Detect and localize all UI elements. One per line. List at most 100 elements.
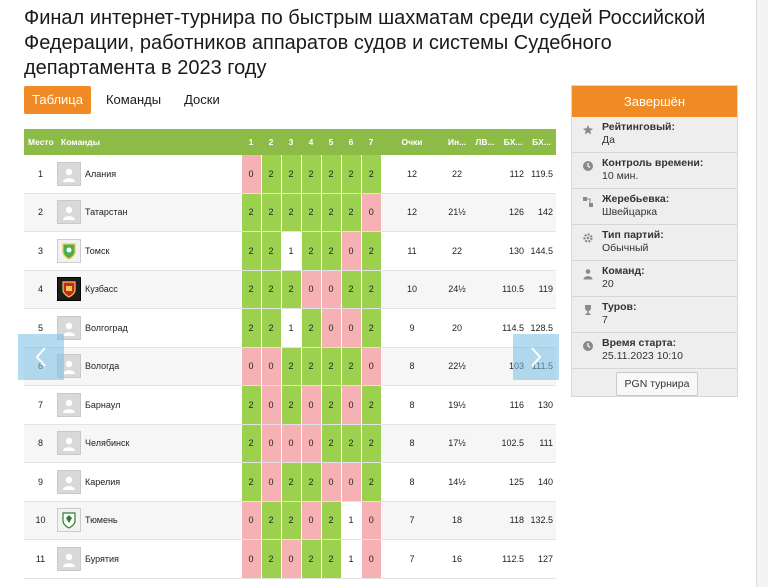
round-result-cell[interactable]: 2 (320, 347, 341, 386)
round-result-cell[interactable]: 2 (300, 539, 321, 579)
round-result-cell[interactable]: 2 (280, 155, 301, 194)
col-header-round-2[interactable]: 2 (261, 129, 281, 155)
round-result-cell[interactable]: 0 (260, 462, 281, 502)
round-result-cell[interactable]: 0 (360, 347, 381, 386)
round-result-cell[interactable]: 2 (260, 270, 281, 309)
round-result-cell[interactable]: 2 (300, 308, 321, 348)
round-result-cell[interactable]: 0 (300, 385, 321, 425)
team-name[interactable]: Карелия (85, 476, 121, 487)
round-result-cell[interactable]: 1 (280, 231, 301, 271)
round-result-cell[interactable]: 0 (280, 424, 301, 463)
table-row[interactable]: 8 Челябинск 2 0 0 0 2 2 2 8 17½ 102.5 111 (24, 424, 556, 463)
table-row[interactable]: 4 Кузбасс 2 2 2 0 0 2 2 10 24½ 110.5 119 (24, 270, 556, 309)
round-result-cell[interactable]: 0 (360, 539, 381, 579)
round-result-cell[interactable]: 2 (300, 231, 321, 271)
pgn-download-button[interactable]: PGN турнира (616, 372, 698, 396)
table-row[interactable]: 10 Тюмень 0 2 2 0 2 1 0 7 18 118 132.5 (24, 501, 556, 540)
col-header-lv[interactable]: ЛВ... (471, 129, 499, 155)
team-name[interactable]: Кузбасс (85, 284, 118, 295)
table-row[interactable]: 1 Алания 0 2 2 2 2 2 2 12 22 112 119.5 (24, 155, 556, 194)
col-header-round-6[interactable]: 6 (341, 129, 361, 155)
round-result-cell[interactable]: 2 (260, 308, 281, 348)
team-cell[interactable]: Барнаул (57, 385, 241, 425)
team-name[interactable]: Тюмень (85, 515, 118, 526)
round-result-cell[interactable]: 0 (360, 501, 381, 540)
round-result-cell[interactable]: 2 (360, 424, 381, 463)
table-row[interactable]: 7 Барнаул 2 0 2 0 2 0 2 8 19½ 116 130 (24, 385, 556, 425)
round-result-cell[interactable]: 2 (260, 231, 281, 271)
round-result-cell[interactable]: 0 (320, 462, 341, 502)
team-name[interactable]: Алания (85, 168, 117, 179)
round-result-cell[interactable]: 2 (320, 539, 341, 579)
round-result-cell[interactable]: 2 (360, 385, 381, 425)
team-cell[interactable]: Тюмень (57, 501, 241, 540)
col-header-round-3[interactable]: 3 (281, 129, 301, 155)
round-result-cell[interactable]: 0 (340, 462, 361, 502)
round-result-cell[interactable]: 2 (280, 347, 301, 386)
col-header-round-1[interactable]: 1 (241, 129, 261, 155)
round-result-cell[interactable]: 2 (240, 231, 261, 271)
round-result-cell[interactable]: 2 (280, 501, 301, 540)
team-name[interactable]: Барнаул (85, 399, 121, 410)
tab-boards[interactable]: Доски (184, 92, 220, 107)
team-cell[interactable]: Томск (57, 231, 241, 271)
round-result-cell[interactable]: 0 (340, 308, 361, 348)
round-result-cell[interactable]: 0 (300, 424, 321, 463)
col-header-round-4[interactable]: 4 (301, 129, 321, 155)
round-result-cell[interactable]: 1 (340, 539, 361, 579)
round-result-cell[interactable]: 2 (240, 385, 261, 425)
team-cell[interactable]: Вологда (57, 347, 241, 386)
col-header-place[interactable]: Место (24, 129, 57, 155)
round-result-cell[interactable]: 2 (360, 270, 381, 309)
round-result-cell[interactable]: 2 (300, 462, 321, 502)
table-row[interactable]: 3 Томск 2 2 1 2 2 0 2 11 22 130 144.5 (24, 231, 556, 271)
round-result-cell[interactable]: 2 (300, 347, 321, 386)
round-result-cell[interactable]: 2 (300, 193, 321, 232)
team-cell[interactable]: Кузбасс (57, 270, 241, 309)
round-result-cell[interactable]: 0 (260, 424, 281, 463)
round-result-cell[interactable]: 1 (280, 308, 301, 348)
table-row[interactable]: 9 Карелия 2 0 2 2 0 0 2 8 14½ 125 140 (24, 462, 556, 502)
round-result-cell[interactable]: 2 (360, 231, 381, 271)
round-result-cell[interactable]: 0 (240, 501, 261, 540)
round-result-cell[interactable]: 2 (280, 385, 301, 425)
round-result-cell[interactable]: 0 (340, 385, 361, 425)
round-result-cell[interactable]: 2 (360, 462, 381, 502)
round-result-cell[interactable]: 0 (280, 539, 301, 579)
round-result-cell[interactable]: 2 (320, 424, 341, 463)
round-result-cell[interactable]: 2 (240, 270, 261, 309)
round-result-cell[interactable]: 0 (360, 193, 381, 232)
team-cell[interactable]: Карелия (57, 462, 241, 502)
table-row[interactable]: 2 Татарстан 2 2 2 2 2 2 0 12 21½ 126 142 (24, 193, 556, 232)
team-cell[interactable]: Алания (57, 155, 241, 194)
team-cell[interactable]: Бурятия (57, 539, 241, 579)
col-header-round-7[interactable]: 7 (361, 129, 381, 155)
team-cell[interactable]: Челябинск (57, 424, 241, 463)
col-header-teams[interactable]: Команды (57, 129, 241, 155)
round-result-cell[interactable]: 2 (260, 539, 281, 579)
col-header-individual[interactable]: Ин... (443, 129, 471, 155)
team-name[interactable]: Томск (85, 245, 110, 256)
round-result-cell[interactable]: 2 (340, 155, 361, 194)
round-result-cell[interactable]: 2 (280, 462, 301, 502)
col-header-buchholz-1[interactable]: БХ... (499, 129, 527, 155)
round-result-cell[interactable]: 2 (340, 193, 361, 232)
round-result-cell[interactable]: 1 (340, 501, 361, 540)
round-result-cell[interactable]: 0 (320, 308, 341, 348)
round-result-cell[interactable]: 0 (340, 231, 361, 271)
round-result-cell[interactable]: 2 (320, 501, 341, 540)
round-result-cell[interactable]: 2 (280, 270, 301, 309)
team-name[interactable]: Челябинск (85, 438, 130, 449)
round-result-cell[interactable]: 2 (340, 424, 361, 463)
table-row[interactable]: 5 Волгоград 2 2 1 2 0 0 2 9 20 114.5 128.5 (24, 308, 556, 348)
tab-table[interactable]: Таблица (24, 86, 91, 114)
table-row[interactable]: 11 Бурятия 0 2 0 2 2 1 0 7 16 112.5 127 (24, 539, 556, 579)
round-result-cell[interactable]: 0 (240, 155, 261, 194)
round-result-cell[interactable]: 0 (320, 270, 341, 309)
team-name[interactable]: Волгоград (85, 322, 128, 333)
team-cell[interactable]: Волгоград (57, 308, 241, 348)
round-result-cell[interactable]: 2 (260, 501, 281, 540)
round-result-cell[interactable]: 2 (240, 193, 261, 232)
team-name[interactable]: Бурятия (85, 553, 119, 564)
carousel-next-button[interactable] (513, 334, 559, 380)
